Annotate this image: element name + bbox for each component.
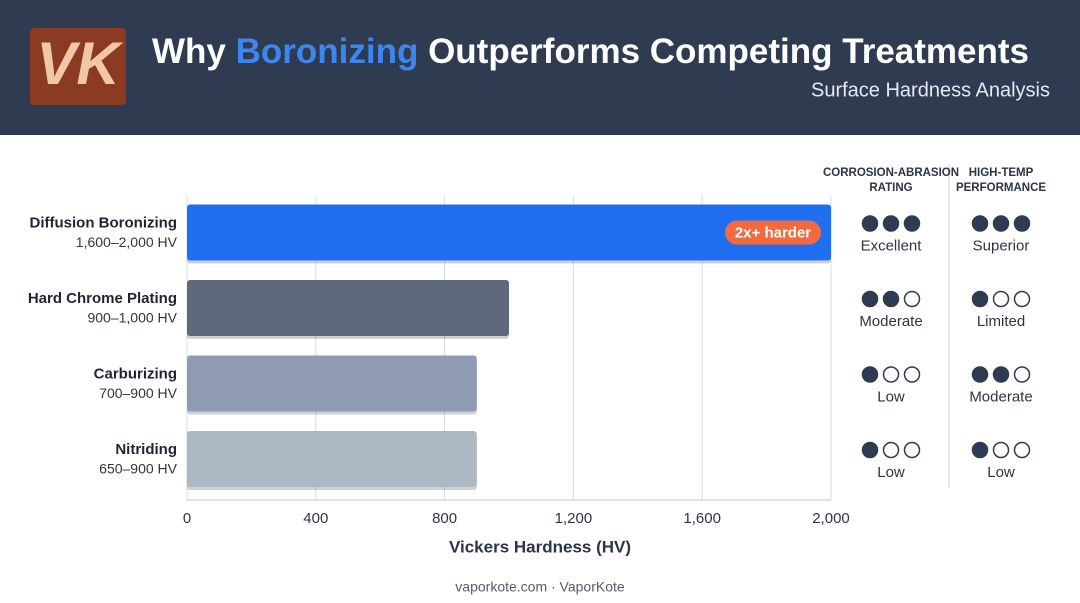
bar [187, 431, 477, 487]
rating-dot [971, 441, 989, 459]
rating-label: Low [877, 464, 905, 481]
rating-dots [861, 290, 921, 308]
logo: VK [36, 30, 123, 97]
rating-dots [971, 441, 1031, 459]
rating-dots [861, 441, 921, 459]
rating-dot [861, 441, 879, 459]
rating-dot [971, 215, 989, 232]
rating-label: Limited [977, 313, 1025, 330]
rating-dot [882, 215, 900, 232]
rating-dot [882, 290, 900, 308]
category-label: Diffusion Boronizing [30, 214, 177, 231]
category-range: 1,600–2,000 HV [76, 234, 178, 250]
category-label: Nitriding [115, 441, 177, 458]
rating-dot [1013, 215, 1031, 232]
rating-dot [861, 366, 879, 383]
annotation-pill [725, 220, 821, 245]
x-axis-label: Vickers Hardness (HV) [449, 537, 631, 556]
title-part: Why [152, 32, 236, 71]
rating-dot [992, 215, 1010, 232]
x-tick-label: 400 [303, 510, 328, 527]
x-tick-label: 0 [183, 510, 191, 527]
bar [187, 355, 477, 412]
rating-dots [861, 366, 921, 383]
rating-label: Moderate [859, 313, 922, 330]
table-header: HIGH-TEMP [969, 167, 1034, 179]
title-part: Outperforms Competing Treatments [418, 32, 1029, 71]
x-tick-label: 1,600 [683, 510, 721, 527]
x-tick-label: 800 [432, 510, 457, 527]
rating-dot [861, 215, 879, 232]
logo-box [30, 28, 126, 105]
rating-dot [861, 290, 879, 308]
x-tick-label: 1,200 [555, 510, 593, 527]
bar [187, 204, 831, 261]
rating-dots [971, 366, 1031, 383]
rating-dots [971, 290, 1031, 308]
footer: vaporkote.com · VaporKote [455, 579, 625, 595]
category-range: 900–1,000 HV [87, 310, 177, 326]
rating-dot [971, 366, 989, 383]
title: Why Boronizing Outperforms Competing Tre… [152, 32, 1029, 71]
bar [187, 280, 509, 336]
table-header: RATING [869, 182, 912, 194]
rating-dot [992, 290, 1010, 308]
category-range: 700–900 HV [99, 385, 178, 401]
rating-dot [903, 366, 921, 383]
rating-dots [971, 215, 1031, 232]
rating-dot [1013, 366, 1031, 383]
category-label: Hard Chrome Plating [28, 290, 177, 307]
rating-dot [882, 366, 900, 383]
subtitle: Surface Hardness Analysis [811, 79, 1050, 101]
rating-label: Superior [973, 237, 1030, 254]
rating-dot [1013, 441, 1031, 459]
table-header: CORROSION-ABRASION [823, 167, 959, 179]
rating-dot [903, 441, 921, 459]
rating-dot [971, 290, 989, 308]
rating-dot [992, 441, 1010, 459]
rating-label: Excellent [861, 237, 923, 254]
annotation: 2x+ harder [735, 224, 811, 241]
rating-dot [882, 441, 900, 459]
category-label: Carburizing [94, 365, 177, 382]
category-range: 650–900 HV [99, 461, 178, 477]
rating-dot [903, 215, 921, 232]
header-band [0, 0, 1080, 135]
rating-dot [992, 366, 1010, 383]
rating-dots [861, 215, 921, 232]
rating-label: Moderate [969, 388, 1032, 405]
x-tick-label: 2,000 [812, 510, 850, 527]
rating-label: Low [987, 464, 1015, 481]
table-header: PERFORMANCE [956, 182, 1046, 194]
rating-dot [903, 290, 921, 308]
title-highlight: Boronizing [236, 32, 419, 71]
rating-dot [1013, 290, 1031, 308]
rating-label: Low [877, 388, 905, 405]
